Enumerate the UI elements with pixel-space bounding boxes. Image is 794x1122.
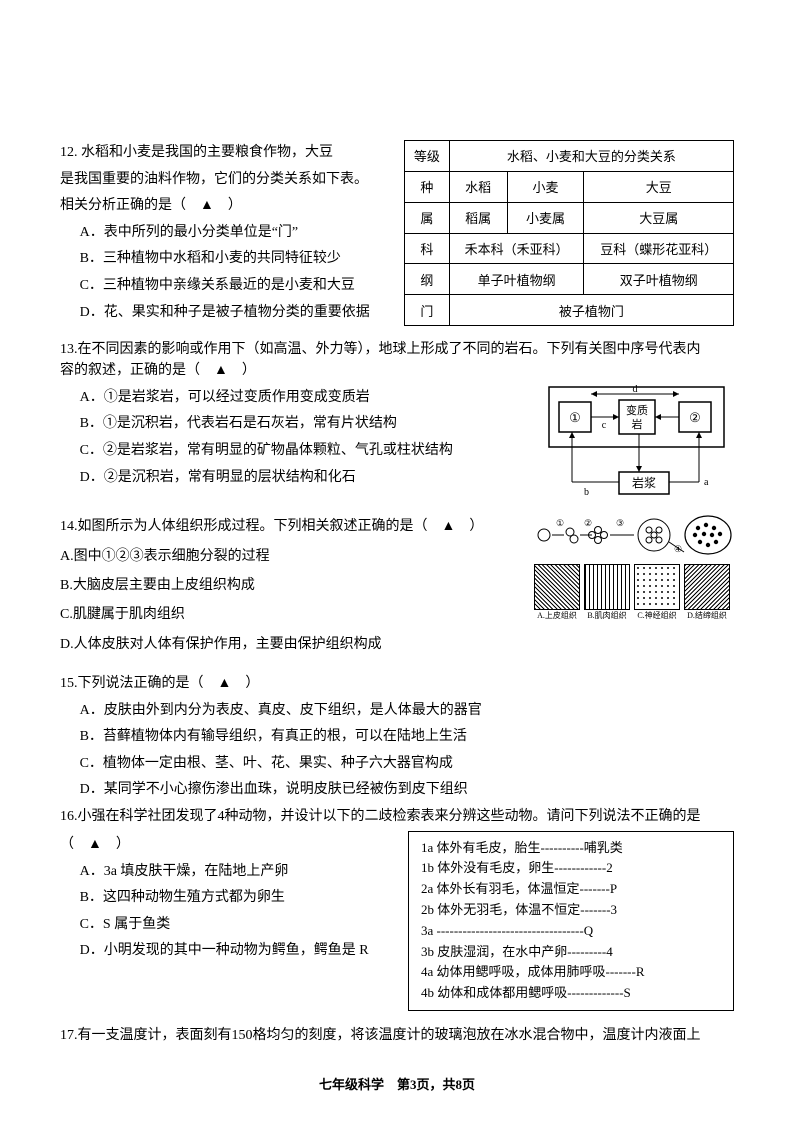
svg-text:d: d	[633, 384, 638, 395]
q12-r1c1: 水稻	[449, 171, 507, 202]
svg-text:b: b	[584, 487, 589, 498]
q12-r2c2: 小麦属	[507, 202, 584, 233]
q16-blank: （ ▲ ）	[60, 831, 392, 859]
q15: 15.下列说法正确的是（ ▲ ） A．皮肤由外到内分为表皮、真皮、皮下组织，是人…	[60, 671, 734, 804]
svg-text:变质: 变质	[626, 403, 648, 417]
q16-opt-D: D．小明发现的其中一种动物为鳄鱼，鳄鱼是 R	[60, 938, 392, 965]
q14-opt-D: D.人体皮肤对人体有保护作用，主要由保护组织构成	[60, 630, 520, 659]
page-footer: 七年级科学 第3页，共8页	[60, 1074, 734, 1093]
q12-r2c0: 属	[405, 202, 450, 233]
q12-th-title: 水稻、小麦和大豆的分类关系	[449, 141, 733, 172]
q16-opt-A: A．3a 填皮肤干燥，在陆地上产卵	[60, 859, 392, 886]
svg-text:c: c	[602, 420, 607, 431]
q12-r2c1: 稻属	[449, 202, 507, 233]
q16-stem: 16.小强在科学社团发现了4种动物，并设计以下的二歧检索表来分辨这些动物。请问下…	[60, 804, 734, 831]
q12-r5c1: 被子植物门	[449, 295, 733, 326]
q13-opt-C: C．②是岩浆岩，常有明显的矿物晶体颗粒、气孔或柱状结构	[60, 438, 530, 465]
q14-opt-B: B.大脑皮层主要由上皮组织构成	[60, 571, 520, 600]
q16-key-1b: 1b 体外没有毛皮，卵生------------2	[421, 858, 721, 879]
svg-text:④: ④	[674, 544, 682, 554]
tissue-A-icon	[534, 564, 580, 610]
q13-text: 容的叙述，正确的是（ ▲ ） A．①是岩浆岩，可以经过变质作用变成变质岩 B．①…	[60, 358, 530, 512]
q16-key-4a: 4a 幼体用鳃呼吸，成体用肺呼吸-------R	[421, 962, 721, 983]
q16-text: （ ▲ ） A．3a 填皮肤干燥，在陆地上产卵 B．这四种动物生殖方式都为卵生 …	[60, 831, 392, 1011]
q16-key-1a: 1a 体外有毛皮，胎生----------哺乳类	[421, 838, 721, 859]
q12-r1c3: 大豆	[584, 171, 734, 202]
svg-text:a: a	[704, 477, 709, 488]
q17-stem: 17.有一支温度计，表面刻有150格均匀的刻度，将该温度计的玻璃泡放在冰水混合物…	[60, 1023, 734, 1050]
q15-opt-B: B．苔藓植物体内有输导组织，有真正的根，可以在陆地上生活	[60, 724, 734, 751]
svg-text:②: ②	[689, 410, 701, 425]
q16: （ ▲ ） A．3a 填皮肤干燥，在陆地上产卵 B．这四种动物生殖方式都为卵生 …	[60, 831, 734, 1011]
q14: 14.如图所示为人体组织形成过程。下列相关叙述正确的是（ ▲ ） A.图中①②③…	[60, 512, 734, 659]
q14-opt-A: A.图中①②③表示细胞分裂的过程	[60, 542, 520, 571]
q12-opt-C: C．三种植物中亲缘关系最近的是小麦和大豆	[60, 273, 392, 300]
q13-opt-D: D．②是沉积岩，常有明显的层状结构和化石	[60, 465, 530, 492]
tissue-B-label: B.肌肉组织	[584, 610, 630, 621]
q13-opt-B: B．①是沉积岩，代表岩石是石灰岩，常有片状结构	[60, 411, 530, 438]
tissue-boxes	[534, 564, 734, 610]
q12-text: 12. 水稻和小麦是我国的主要粮食作物，大豆 是我国重要的油料作物，它们的分类关…	[60, 140, 392, 326]
q12: 12. 水稻和小麦是我国的主要粮食作物，大豆 是我国重要的油料作物，它们的分类关…	[60, 140, 734, 326]
q13-stem1: 13.在不同因素的影响或作用下（如高温、外力等），地球上形成了不同的岩石。下列有…	[60, 342, 701, 357]
q13-figure: ① 变质 岩 ② d c 岩浆	[544, 382, 734, 512]
tissue-D-icon	[684, 564, 730, 610]
svg-text:岩: 岩	[632, 417, 643, 431]
q12-r4c2: 双子叶植物纲	[584, 264, 734, 295]
q14-figure: ① ② ③ ④	[534, 512, 734, 659]
q12-stem3: 相关分析正确的是（ ▲ ）	[60, 198, 242, 213]
q16-opt-C: C．S 属于鱼类	[60, 912, 392, 939]
tissue-B-icon	[584, 564, 630, 610]
svg-text:③: ③	[616, 518, 624, 528]
q14-text: 14.如图所示为人体组织形成过程。下列相关叙述正确的是（ ▲ ） A.图中①②③…	[60, 512, 520, 659]
q16-key-3a: 3a ----------------------------------Q	[421, 921, 721, 942]
svg-text:①: ①	[556, 518, 564, 528]
q12-r3c2: 豆科（蝶形花亚科）	[584, 233, 734, 264]
q12-table: 等级 水稻、小麦和大豆的分类关系 种 水稻 小麦 大豆 属 稻属 小麦属 大豆属…	[404, 140, 734, 326]
q12-r5c0: 门	[405, 295, 450, 326]
q16-opt-B: B．这四种动物生殖方式都为卵生	[60, 885, 392, 912]
q12-r1c0: 种	[405, 171, 450, 202]
tissue-D-label: D.结缔组织	[684, 610, 730, 621]
q12-stem1: 12. 水稻和小麦是我国的主要粮食作物，大豆	[60, 145, 333, 160]
q12-stem: 12. 水稻和小麦是我国的主要粮食作物，大豆 是我国重要的油料作物，它们的分类关…	[60, 140, 392, 220]
q15-stem: 15.下列说法正确的是（ ▲ ）	[60, 671, 734, 698]
q16-key-2b: 2b 体外无羽毛，体温不恒定-------3	[421, 900, 721, 921]
q15-opt-C: C．植物体一定由根、茎、叶、花、果实、种子六大器官构成	[60, 751, 734, 778]
q12-opt-A: A．表中所列的最小分类单位是“门”	[60, 220, 392, 247]
tissue-C-icon	[634, 564, 680, 610]
q14-stem: 14.如图所示为人体组织形成过程。下列相关叙述正确的是（ ▲ ）	[60, 512, 520, 541]
q12-r4c1: 单子叶植物纲	[449, 264, 584, 295]
tissue-C-label: C.神经组织	[634, 610, 680, 621]
q15-opt-A: A．皮肤由外到内分为表皮、真皮、皮下组织，是人体最大的器官	[60, 698, 734, 725]
q12-th-level: 等级	[405, 141, 450, 172]
q16-key-box: 1a 体外有毛皮，胎生----------哺乳类 1b 体外没有毛皮，卵生---…	[408, 831, 734, 1011]
q12-r3c0: 科	[405, 233, 450, 264]
q12-opt-D: D．花、果实和种子是被子植物分类的重要依据	[60, 300, 392, 327]
q16-key-2a: 2a 体外长有羽毛，体温恒定-------P	[421, 879, 721, 900]
q13-stem2: 容的叙述，正确的是（ ▲ ）	[60, 358, 530, 385]
q12-opt-B: B．三种植物中水稻和小麦的共同特征较少	[60, 246, 392, 273]
q13-opt-A: A．①是岩浆岩，可以经过变质作用变成变质岩	[60, 385, 530, 412]
q13-stem-full: 13.在不同因素的影响或作用下（如高温、外力等），地球上形成了不同的岩石。下列有…	[60, 338, 734, 358]
tissue-A-label: A.上皮组织	[534, 610, 580, 621]
svg-text:①: ①	[569, 410, 581, 425]
q15-opt-D: D．某同学不小心擦伤渗出血珠，说明皮肤已经被伤到皮下组织	[60, 777, 734, 804]
q12-r1c2: 小麦	[507, 171, 584, 202]
q12-r2c3: 大豆属	[584, 202, 734, 233]
q12-r4c0: 纲	[405, 264, 450, 295]
q16-key-4b: 4b 幼体和成体都用鳃呼吸-------------S	[421, 983, 721, 1004]
svg-text:岩浆: 岩浆	[632, 475, 656, 490]
svg-text:②: ②	[584, 518, 592, 528]
q14-opt-C: C.肌腱属于肌肉组织	[60, 600, 520, 629]
q16-key-3b: 3b 皮肤湿润，在水中产卵---------4	[421, 942, 721, 963]
q12-stem2: 是我国重要的油料作物，它们的分类关系如下表。	[60, 172, 368, 187]
q12-r3c1: 禾本科（禾亚科）	[449, 233, 584, 264]
q13: 容的叙述，正确的是（ ▲ ） A．①是岩浆岩，可以经过变质作用变成变质岩 B．①…	[60, 358, 734, 512]
